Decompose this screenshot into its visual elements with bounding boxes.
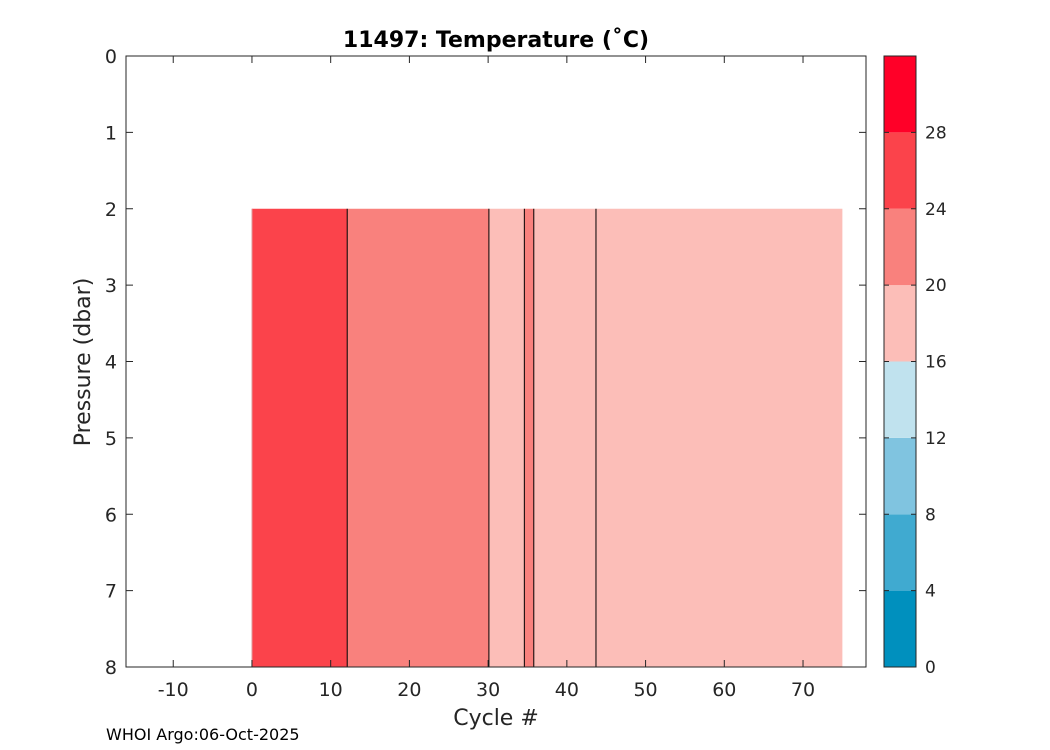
colorbar: 0 4 8 12 16 20 24 28 (883, 55, 947, 678)
colorbar-tick-label: 8 (925, 505, 936, 525)
data-segment (251, 208, 348, 667)
x-tick-label: 30 (476, 679, 500, 701)
x-tick-label: 20 (397, 679, 421, 701)
colorbar-band (884, 437, 916, 515)
chart-title: 11497: Temperature (˚C) (343, 28, 649, 53)
data-segment (347, 208, 489, 667)
x-tick-label: 0 (246, 679, 258, 701)
y-tick-label: 8 (105, 657, 117, 679)
colorbar-tick-label: 24 (925, 200, 947, 220)
x-tick-label: 40 (555, 679, 579, 701)
colorbar-band (884, 56, 916, 133)
colorbar-band (884, 361, 916, 438)
colorbar-tick-label: 0 (925, 658, 936, 678)
x-tick-label: 10 (319, 679, 343, 701)
colorbar-tick-label: 4 (925, 582, 936, 602)
colorbar-band (884, 208, 916, 286)
x-axis-label: Cycle # (453, 706, 539, 731)
data-segments (251, 208, 843, 667)
footer-credit: WHOI Argo:06-Oct-2025 (106, 725, 300, 744)
x-tick-label: 50 (633, 679, 657, 701)
data-segment (524, 208, 534, 667)
x-tick-label: 60 (712, 679, 736, 701)
y-tick-label: 6 (105, 504, 117, 526)
x-axis-ticks: -10 0 10 20 30 40 50 60 70 (158, 56, 815, 701)
y-axis-label: Pressure (dbar) (71, 278, 96, 447)
y-axis-ticks: 0 1 2 3 4 5 6 7 8 (105, 46, 866, 679)
colorbar-band (884, 285, 916, 362)
y-tick-label: 4 (105, 352, 117, 374)
colorbar-band (884, 514, 916, 591)
colorbar-tick-label: 20 (925, 276, 947, 296)
data-segment (488, 208, 525, 667)
x-tick-label: 70 (791, 679, 815, 701)
y-tick-label: 7 (105, 581, 117, 603)
colorbar-band (884, 590, 916, 667)
colorbar-band (884, 132, 916, 209)
colorbar-tick-label: 16 (925, 353, 947, 373)
y-tick-label: 0 (105, 46, 117, 68)
x-tick-label: -10 (158, 679, 189, 701)
colorbar-tick-label: 28 (925, 123, 947, 143)
data-segment (595, 208, 843, 667)
y-tick-label: 5 (105, 428, 117, 450)
y-tick-label: 3 (105, 275, 117, 297)
colorbar-tick-label: 12 (925, 429, 947, 449)
y-tick-label: 2 (105, 199, 117, 221)
data-segment (533, 208, 596, 667)
y-tick-label: 1 (105, 122, 117, 144)
